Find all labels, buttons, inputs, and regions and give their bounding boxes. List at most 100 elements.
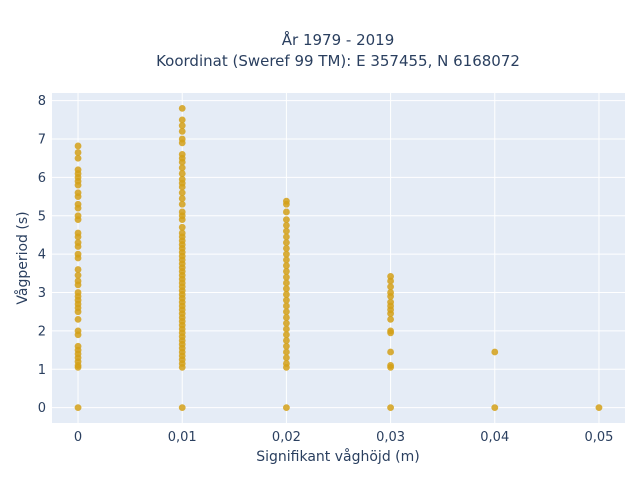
data-point xyxy=(178,127,186,135)
data-point xyxy=(491,348,499,356)
x-tick-label: 0,02 xyxy=(272,430,301,445)
y-tick-label: 0 xyxy=(38,401,46,416)
data-point xyxy=(283,221,290,229)
data-point xyxy=(283,208,290,216)
data-point xyxy=(283,342,290,350)
x-axis-title: Signifikant våghöjd (m) xyxy=(256,448,419,465)
data-point xyxy=(178,195,186,202)
data-point xyxy=(387,327,394,335)
data-point xyxy=(387,404,394,412)
grid-lines xyxy=(52,93,625,423)
data-point xyxy=(283,331,290,339)
y-tick-label: 1 xyxy=(38,363,46,378)
data-point xyxy=(74,229,82,237)
data-point xyxy=(178,150,186,158)
data-point xyxy=(74,277,82,285)
data-point xyxy=(74,142,82,150)
data-point xyxy=(387,315,394,323)
data-point xyxy=(178,200,186,208)
x-tick-label: 0,03 xyxy=(376,430,405,445)
data-point xyxy=(283,197,290,205)
data-point xyxy=(283,239,290,247)
data-point xyxy=(283,337,290,344)
data-point xyxy=(283,354,290,362)
data-point xyxy=(283,256,290,264)
data-point xyxy=(178,104,186,112)
data-point xyxy=(178,116,186,124)
data-point xyxy=(74,266,82,273)
data-point xyxy=(387,283,394,291)
y-tick-label: 6 xyxy=(38,171,46,186)
data-point xyxy=(283,325,290,333)
data-point xyxy=(178,189,186,197)
data-point xyxy=(283,296,290,304)
data-point xyxy=(178,164,186,172)
data-point xyxy=(283,245,290,252)
data-point xyxy=(491,404,499,412)
data-point xyxy=(387,362,394,369)
data-point xyxy=(283,273,290,281)
data-point xyxy=(178,135,186,143)
data-point xyxy=(283,233,290,241)
x-tick-label: 0,01 xyxy=(168,430,197,445)
y-axis-ticks: 0 1 2 3 4 5 6 7 8 xyxy=(38,94,46,416)
data-point xyxy=(283,250,290,258)
data-point xyxy=(74,289,82,296)
data-point xyxy=(387,348,394,356)
data-point xyxy=(283,308,290,316)
data-point xyxy=(74,189,82,197)
data-point xyxy=(74,200,82,208)
data-point xyxy=(74,166,82,174)
data-point xyxy=(283,268,290,275)
scatter-points xyxy=(74,104,603,412)
data-point xyxy=(178,122,186,130)
data-point xyxy=(178,175,186,183)
data-point xyxy=(387,298,394,306)
chart-title-line-2: Koordinat (Sweref 99 TM): E 357455, N 61… xyxy=(156,52,520,70)
data-point xyxy=(74,342,82,350)
chart-title-line-1: År 1979 - 2019 xyxy=(282,30,395,49)
x-axis-ticks: 0 0,01 0,02 0,03 0,04 0,05 xyxy=(74,430,614,445)
data-point xyxy=(74,327,82,335)
y-tick-label: 5 xyxy=(38,209,46,224)
data-point xyxy=(387,289,394,296)
data-point xyxy=(595,404,603,412)
data-point xyxy=(74,315,82,323)
data-point xyxy=(283,360,290,367)
data-point xyxy=(74,149,82,156)
plot-area xyxy=(52,93,625,423)
x-tick-label: 0,04 xyxy=(480,430,509,445)
data-point xyxy=(74,212,82,220)
data-point xyxy=(283,262,290,270)
data-point xyxy=(178,229,186,237)
y-tick-label: 2 xyxy=(38,324,46,339)
y-tick-label: 3 xyxy=(38,286,46,301)
data-point xyxy=(178,404,186,412)
data-point xyxy=(178,170,186,177)
data-point xyxy=(178,208,186,216)
data-point xyxy=(74,404,82,412)
data-point xyxy=(283,314,290,321)
data-point xyxy=(283,227,290,235)
data-point xyxy=(283,279,290,287)
data-point xyxy=(283,348,290,356)
data-point xyxy=(283,319,290,327)
y-axis-title: Vågperiod (s) xyxy=(14,211,31,304)
data-point xyxy=(283,404,290,412)
data-point xyxy=(178,223,186,231)
x-tick-label: 0,05 xyxy=(584,430,613,445)
data-point xyxy=(74,239,82,247)
data-point xyxy=(387,273,394,280)
data-point xyxy=(74,250,82,258)
data-point xyxy=(74,154,82,162)
x-tick-label: 0 xyxy=(74,430,82,445)
data-point xyxy=(283,285,290,293)
y-tick-label: 8 xyxy=(38,94,46,109)
data-point xyxy=(283,291,290,298)
y-tick-label: 4 xyxy=(38,248,46,263)
y-tick-label: 7 xyxy=(38,133,46,148)
data-point xyxy=(74,271,82,279)
data-point xyxy=(283,302,290,310)
